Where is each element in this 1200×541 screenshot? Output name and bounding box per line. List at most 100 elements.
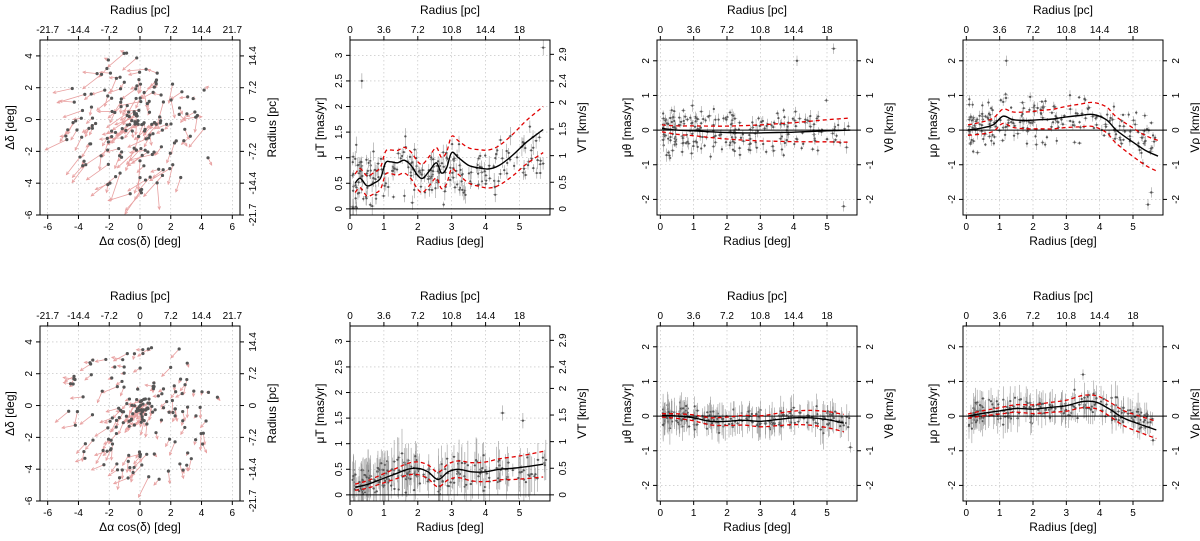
tick-label-left: -2 [24,432,35,441]
data-point [681,142,684,145]
data-point [452,176,455,179]
star-point [186,95,190,99]
star-point [132,465,136,470]
data-point [798,117,801,120]
pm-arrow [85,439,94,450]
data-point [1072,120,1075,124]
star-point [194,414,198,418]
data-point [709,155,712,158]
pm-arrowhead [59,138,64,143]
data-point [453,186,457,189]
data-point [352,189,355,192]
star-point [143,178,148,182]
pm-arrowhead [185,467,189,472]
data-point [667,410,670,413]
star-point [151,132,155,136]
data-point [383,184,386,187]
pm-arrowhead [119,110,123,115]
pm-arrowhead [208,161,213,166]
axis-title-left: μθ [mas/yr] [620,384,634,444]
tick-label-bottom: 3 [1064,222,1070,233]
data-point [806,421,809,424]
star-point [120,379,124,384]
star-point [179,175,183,180]
data-point [705,427,709,430]
tick-label-right: 2 [558,385,569,391]
pm-arrow [86,164,109,181]
star-point [152,381,156,385]
data-point [495,152,498,156]
star-point [198,405,202,409]
data-point [442,151,445,154]
data-point [673,119,676,123]
pm-arrowhead [144,383,149,388]
data-point [426,480,429,483]
data-point [477,475,480,478]
data-point [1080,112,1084,115]
star-point [178,462,182,466]
data-point [352,474,355,477]
tick-label-right: -7.2 [248,142,259,160]
tick-label-bottom: 6 [230,222,236,233]
data-point [763,127,766,130]
data-point [1078,96,1081,99]
star-point [161,100,166,104]
data-point [990,139,993,142]
star-point [102,463,106,467]
data-point [464,193,467,196]
data-point [978,114,981,117]
tick-label-right: 2.4 [558,74,569,88]
data-point [988,123,991,126]
pm-arrow [127,179,146,192]
data-point [533,475,536,478]
data-point [409,174,413,177]
data-point [1069,119,1072,123]
axis-title-right: VT [km/s] [575,388,589,438]
data-point [413,188,416,191]
panel-r2c1: -6 -4 -2 0 2 4 6 -21.7 -14.4 -7.2 0 7.2 14.4 21.7 -6 -4… [3,289,279,534]
tick-label-bottom: -6 [43,222,52,233]
pm-arrowhead [105,189,109,194]
pm-arrow [169,441,176,456]
tick-label-top: 0 [347,25,353,36]
plot-content-r2c1 [54,346,221,499]
star-point [132,423,136,427]
outlier-point [849,446,852,449]
tick-label-top: 10.8 [442,25,462,36]
pm-arrowhead [182,117,186,122]
tick-label-top: 3.6 [687,311,701,322]
data-point [408,155,412,158]
data-point [373,168,377,171]
star-point [193,110,197,114]
data-point [1095,123,1098,126]
trend-line [661,414,844,424]
pm-arrow [106,407,119,413]
tick-label-bottom: 2 [724,508,730,519]
data-point [365,158,368,161]
data-point [1002,100,1005,104]
data-point [513,164,516,167]
pm-arrowhead [200,424,204,429]
axis-title-right: VT [km/s] [575,102,589,152]
tick-label-right: -2 [865,195,876,204]
tick-label-top: 7.2 [164,25,178,36]
star-point [118,87,123,91]
star-point [122,80,126,84]
scatter-layer [350,405,548,501]
pm-arrow [80,363,91,371]
data-point [444,467,447,471]
panel-r1c3: 0 1 2 3 4 5 0 3.6 7.2 10.8 14.4 18 -2 -1 0 1 2 2 1 0 -1 -2 Rad… [620,3,896,248]
pm-arrowhead [170,354,175,359]
star-point [72,100,76,104]
tick-label-bottom: 5 [824,508,830,519]
star-point [152,85,156,89]
pm-arrowhead [110,356,115,360]
data-point [777,116,780,120]
tick-label-top: 3.6 [687,25,701,36]
data-point [524,146,527,150]
pm-arrow [82,74,102,89]
data-point [544,458,547,462]
data-point [383,484,386,487]
star-point [137,78,141,82]
data-point [409,477,412,480]
